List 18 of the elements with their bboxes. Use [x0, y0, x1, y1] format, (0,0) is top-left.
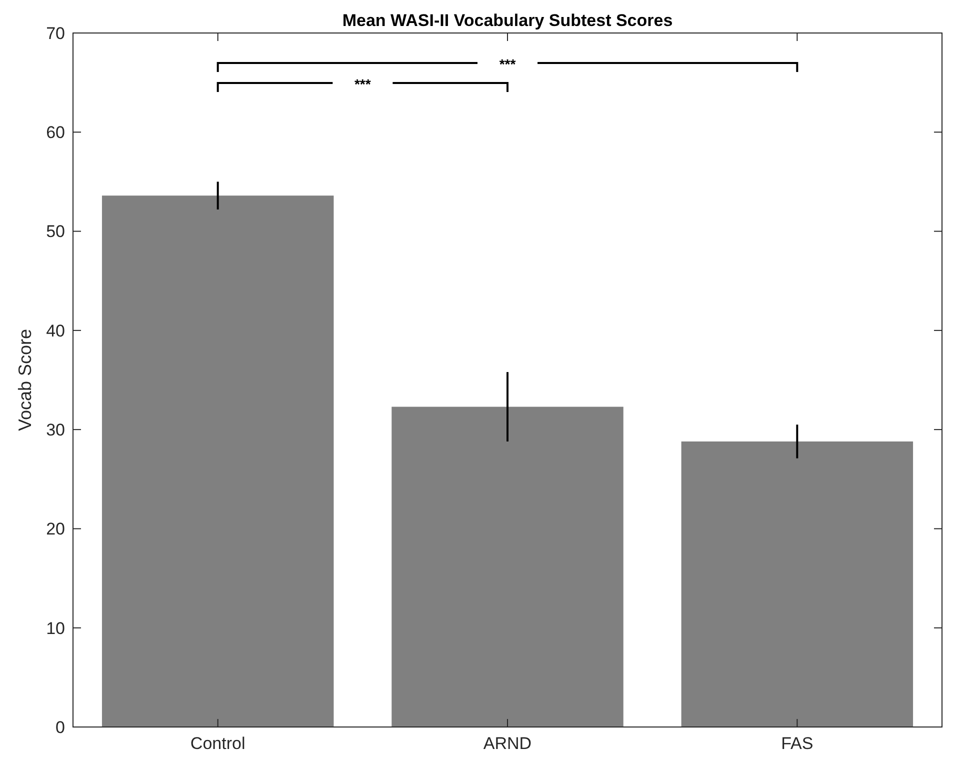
chart-title: Mean WASI-II Vocabulary Subtest Scores: [342, 11, 673, 30]
x-tick-label: Control: [190, 734, 246, 753]
y-tick-label: 30: [46, 420, 65, 440]
annotation: ***: [499, 56, 516, 72]
bar: [681, 441, 914, 727]
y-tick-label: 0: [56, 718, 65, 737]
y-tick-label: 60: [46, 123, 65, 142]
y-tick-label: 50: [46, 222, 65, 242]
x-tick-label: ARND: [483, 734, 532, 753]
y-axis-title: Vocab Score: [15, 328, 35, 432]
bar: [102, 196, 334, 727]
annotation: ***: [354, 76, 372, 92]
y-tick-label: 40: [46, 321, 65, 340]
y-tick-label: 70: [46, 24, 65, 43]
y-tick-label: 20: [46, 520, 65, 539]
x-tick-label: FAS: [781, 734, 814, 753]
y-tick-label: 10: [46, 618, 65, 638]
bar: [392, 406, 624, 727]
